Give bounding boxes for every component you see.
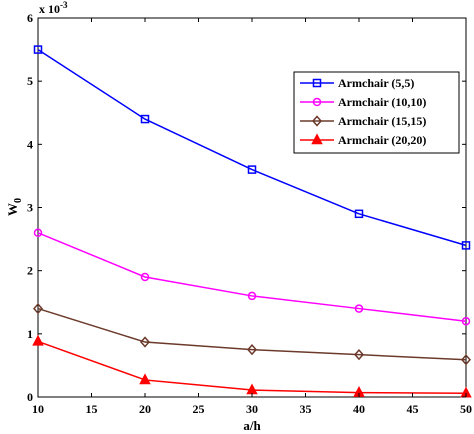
data-point <box>247 291 257 301</box>
x-axis-label: a/h <box>243 418 261 433</box>
x-tick-label: 25 <box>193 402 205 416</box>
legend-label: Armchair (15,15) <box>338 114 426 128</box>
x-tick-label: 45 <box>407 402 419 416</box>
legend-entry: Armchair (5,5) <box>300 76 414 90</box>
data-point <box>353 349 365 361</box>
y-tick-label: 2 <box>27 264 33 278</box>
legend-marker <box>311 115 323 127</box>
y-tick-label: 6 <box>27 11 33 25</box>
series-3 <box>32 302 472 366</box>
data-point <box>461 241 471 250</box>
y-axis-label: W0 <box>5 198 24 216</box>
x-tick-label: 35 <box>300 402 312 416</box>
y-tick-label: 1 <box>27 327 33 341</box>
x-tick-label: 15 <box>86 402 98 416</box>
x-tick-label: 40 <box>353 402 365 416</box>
data-point <box>461 316 471 326</box>
series-4 <box>32 334 472 398</box>
legend-marker <box>311 133 323 145</box>
legend-label: Armchair (20,20) <box>338 133 426 147</box>
x-tick-label: 20 <box>139 402 151 416</box>
legend-marker <box>312 97 322 107</box>
legend-entry: Armchair (10,10) <box>300 95 426 109</box>
y-multiplier: x 10-3 <box>39 0 68 16</box>
series-1 <box>33 45 471 250</box>
series-line <box>37 232 467 322</box>
x-tick-label: 50 <box>460 402 472 416</box>
data-point <box>139 373 151 385</box>
x-tick-label: 10 <box>32 402 44 416</box>
data-point <box>246 343 258 356</box>
y-tick-label: 5 <box>27 74 33 88</box>
data-point <box>140 272 150 282</box>
series-2 <box>33 228 471 326</box>
legend: Armchair (5,5) Armchair (10,10) Armchair (… <box>293 71 460 154</box>
data-point <box>32 334 44 346</box>
data-point <box>354 209 364 219</box>
legend-marker <box>312 78 322 88</box>
data-point <box>32 302 44 315</box>
data-point <box>247 165 257 174</box>
data-point <box>140 114 150 124</box>
data-point <box>33 228 43 238</box>
y-tick-label: 3 <box>27 201 33 215</box>
legend-label: Armchair (5,5) <box>338 76 414 90</box>
data-point <box>33 45 43 54</box>
y-tick-label: 4 <box>27 137 33 151</box>
series-line <box>37 48 467 247</box>
data-point <box>460 354 472 366</box>
series-line <box>37 307 467 361</box>
y-tick-label: 0 <box>27 390 33 404</box>
legend-entry: Armchair (20,20) <box>300 133 426 147</box>
data-point <box>139 336 151 348</box>
x-tick-label: 30 <box>246 402 258 416</box>
legend-label: Armchair (10,10) <box>338 95 426 109</box>
series-layer <box>32 45 472 398</box>
legend-entry: Armchair (15,15) <box>300 114 426 128</box>
data-point <box>354 304 364 313</box>
